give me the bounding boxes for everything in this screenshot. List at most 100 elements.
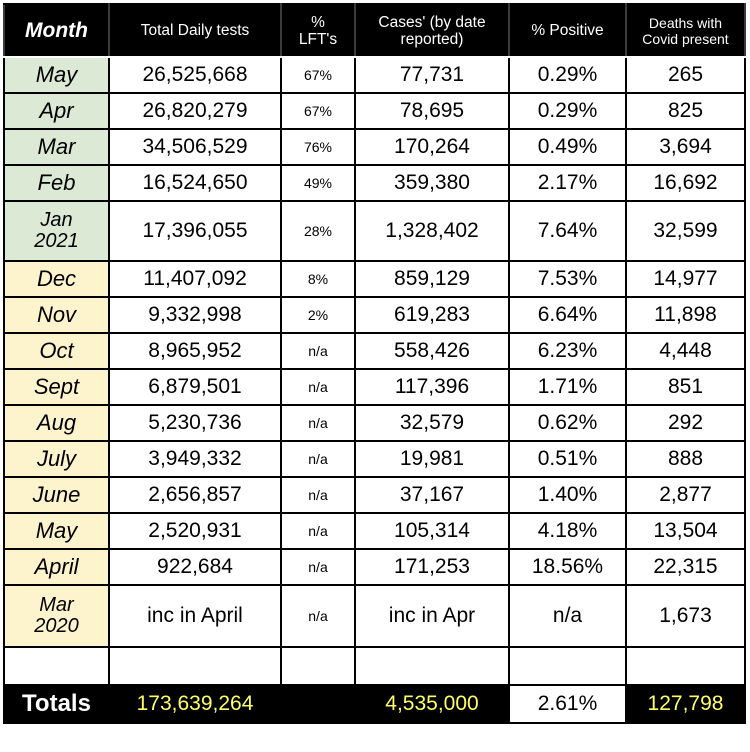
totals-label: Totals (3, 684, 110, 724)
table-row: Nov 9,332,998 2% 619,283 6.64% 11,898 (3, 296, 746, 334)
month-name: Jan (40, 209, 73, 231)
header-cases: Cases' (by date reported) (354, 3, 510, 58)
deaths-cell: 825 (625, 92, 746, 130)
table-row: April 922,684 n/a 171,253 18.56% 22,315 (3, 548, 746, 586)
header-month: Month (3, 3, 110, 58)
percent-positive-cell: 1.40% (508, 476, 627, 514)
totals-deaths: 127,798 (625, 684, 746, 724)
cases-cell: 359,380 (354, 164, 510, 202)
cases-cell: inc in Apr (354, 584, 510, 648)
table-row: May 26,525,668 67% 77,731 0.29% 265 (3, 56, 746, 94)
percent-positive-cell: 0.29% (508, 92, 627, 130)
month-cell: Mar (3, 128, 110, 166)
cases-cell: 117,396 (354, 368, 510, 406)
table-row: June 2,656,857 n/a 37,167 1.40% 2,877 (3, 476, 746, 514)
table-row: Mar 34,506,529 76% 170,264 0.49% 3,694 (3, 128, 746, 166)
cases-cell: 619,283 (354, 296, 510, 334)
deaths-cell: 13,504 (625, 512, 746, 550)
table-header: Month Total Daily tests % LFT's Cases' (b… (3, 3, 746, 58)
header-percent-positive: % Positive (508, 3, 627, 58)
percent-positive-cell: n/a (508, 584, 627, 648)
percent-positive-cell: 7.64% (508, 200, 627, 262)
total-tests-cell: 922,684 (108, 548, 282, 586)
deaths-cell: 851 (625, 368, 746, 406)
total-tests-cell: 8,965,952 (108, 332, 282, 370)
total-tests-cell: 16,524,650 (108, 164, 282, 202)
total-tests-cell: 26,525,668 (108, 56, 282, 94)
percent-positive-cell: 18.56% (508, 548, 627, 586)
table-row: Dec 11,407,092 8% 859,129 7.53% 14,977 (3, 260, 746, 298)
month-name: Feb (37, 170, 76, 195)
month-cell: June (3, 476, 110, 514)
month-cell: Mar 2020 (3, 584, 110, 648)
lft-percent-cell: 67% (280, 92, 356, 130)
table-row: Oct 8,965,952 n/a 558,426 6.23% 4,448 (3, 332, 746, 370)
totals-row: Totals 173,639,264 4,535,000 2.61% 127,7… (3, 684, 746, 724)
lft-percent-cell: 76% (280, 128, 356, 166)
month-cell: Oct (3, 332, 110, 370)
month-cell: Dec (3, 260, 110, 298)
table-row: Aug 5,230,736 n/a 32,579 0.62% 292 (3, 404, 746, 442)
percent-positive-cell: 0.29% (508, 56, 627, 94)
header-cases-line2: reported) (400, 30, 464, 48)
lft-percent-cell: 67% (280, 56, 356, 94)
total-tests-cell: 26,820,279 (108, 92, 282, 130)
month-name: Sept (33, 374, 80, 399)
lft-percent-cell: 28% (280, 200, 356, 262)
month-name: Aug (36, 410, 77, 435)
lft-percent-cell: n/a (280, 404, 356, 442)
month-name: Dec (36, 266, 77, 291)
lft-percent-cell: n/a (280, 476, 356, 514)
month-cell: July (3, 440, 110, 478)
percent-positive-cell: 1.71% (508, 368, 627, 406)
deaths-cell: 22,315 (625, 548, 746, 586)
lft-percent-cell: 8% (280, 260, 356, 298)
month-cell: Nov (3, 296, 110, 334)
month-year: 2021 (34, 230, 79, 252)
header-lft-line2: LFT's (298, 30, 338, 48)
empty-cell (280, 646, 356, 686)
deaths-cell: 32,599 (625, 200, 746, 262)
month-cell: May (3, 512, 110, 550)
month-cell: May (3, 56, 110, 94)
lft-percent-cell: n/a (280, 332, 356, 370)
total-tests-cell: 6,879,501 (108, 368, 282, 406)
totals-lft (280, 684, 356, 724)
deaths-cell: 14,977 (625, 260, 746, 298)
month-name: Apr (39, 98, 74, 123)
table-row: Feb 16,524,650 49% 359,380 2.17% 16,692 (3, 164, 746, 202)
cases-cell: 32,579 (354, 404, 510, 442)
percent-positive-cell: 0.49% (508, 128, 627, 166)
total-tests-cell: 5,230,736 (108, 404, 282, 442)
empty-cell (354, 646, 510, 686)
month-cell: April (3, 548, 110, 586)
month-name: May (35, 518, 78, 543)
percent-positive-cell: 2.17% (508, 164, 627, 202)
total-tests-cell: 9,332,998 (108, 296, 282, 334)
table-row: May 2,520,931 n/a 105,314 4.18% 13,504 (3, 512, 746, 550)
lft-percent-cell: 2% (280, 296, 356, 334)
header-lft-line1: % (311, 13, 325, 31)
month-name: June (32, 482, 81, 507)
cases-cell: 859,129 (354, 260, 510, 298)
table-row: July 3,949,332 n/a 19,981 0.51% 888 (3, 440, 746, 478)
totals-positive: 2.61% (508, 684, 627, 724)
cases-cell: 19,981 (354, 440, 510, 478)
lft-percent-cell: n/a (280, 512, 356, 550)
cases-cell: 105,314 (354, 512, 510, 550)
cases-cell: 171,253 (354, 548, 510, 586)
month-name: Mar (37, 134, 76, 159)
deaths-cell: 1,673 (625, 584, 746, 648)
month-name: July (36, 446, 77, 471)
deaths-cell: 2,877 (625, 476, 746, 514)
lft-percent-cell: 49% (280, 164, 356, 202)
empty-cell (625, 646, 746, 686)
percent-positive-cell: 4.18% (508, 512, 627, 550)
month-name: Oct (39, 338, 74, 363)
cases-cell: 170,264 (354, 128, 510, 166)
percent-positive-cell: 0.51% (508, 440, 627, 478)
table-row: Sept 6,879,501 n/a 117,396 1.71% 851 (3, 368, 746, 406)
month-cell: Jan 2021 (3, 200, 110, 262)
month-year: 2020 (34, 615, 79, 637)
total-tests-cell: 34,506,529 (108, 128, 282, 166)
